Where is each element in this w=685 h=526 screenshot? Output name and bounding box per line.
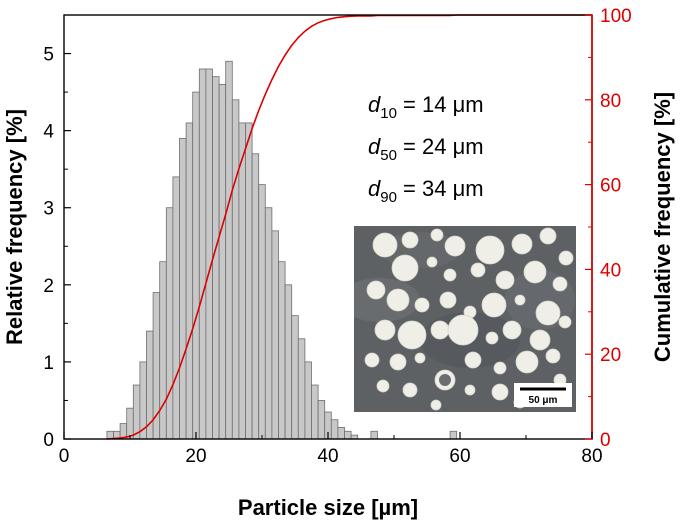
histogram-bar	[205, 68, 213, 440]
size-annotation: d90 = 34 μm	[368, 176, 484, 206]
right-y-tick-label: 100	[600, 6, 632, 27]
histogram-bar	[278, 261, 286, 440]
left-y-tick-label: 5	[43, 45, 54, 66]
histogram-bar	[264, 207, 273, 440]
x-tick-label: 20	[185, 446, 206, 467]
left-y-tick-label: 2	[43, 276, 54, 297]
histogram-bar	[370, 430, 378, 440]
histogram-bar	[449, 430, 458, 440]
size-annotation: d50 = 24 μm	[368, 134, 484, 164]
x-tick-label: 60	[449, 446, 470, 467]
x-tick-label: 80	[581, 446, 602, 467]
right-y-tick-label: 60	[600, 176, 621, 197]
histogram-bars	[106, 60, 458, 440]
left-y-tick-label: 1	[43, 353, 54, 374]
histogram-bar	[126, 407, 134, 440]
histogram-bar	[251, 153, 260, 440]
histogram-bar	[159, 261, 167, 440]
histogram-bar	[311, 384, 319, 440]
histogram-bar	[179, 137, 187, 440]
right-y-tick-label: 0	[600, 430, 611, 451]
histogram-bar	[132, 384, 141, 440]
histogram-bar	[330, 419, 339, 440]
scalebar-label: 50 μm	[529, 395, 558, 406]
left-y-tick-label: 0	[43, 430, 54, 451]
x-axis-title: Particle size [µm]	[238, 495, 418, 520]
histogram-bar	[344, 430, 352, 440]
x-tick-label: 40	[317, 446, 338, 467]
histogram-bar	[238, 122, 246, 440]
histogram-bar	[165, 207, 174, 440]
right-y-tick-label: 80	[600, 91, 621, 112]
histogram-bar	[271, 230, 279, 440]
size-annotation: d10 = 14 μm	[368, 92, 484, 122]
left-y-tick-label: 4	[43, 122, 54, 143]
right-y-tick-label: 40	[600, 260, 621, 281]
histogram-bar	[192, 91, 200, 440]
histogram-bar	[284, 284, 293, 440]
histogram-bar	[152, 292, 161, 440]
histogram-bar	[231, 99, 240, 440]
left-y-axis-title: Relative frequency [%]	[2, 109, 27, 345]
x-axis-ticks: 0 20 40 60 80	[59, 432, 603, 467]
histogram-bar	[291, 315, 299, 440]
histogram-bar	[317, 400, 326, 440]
histogram-bar	[185, 122, 194, 440]
size-annotations: d10 = 14 μm d50 = 24 μm d90 = 34 μm	[368, 92, 484, 206]
left-y-axis-ticks: 0 1 2 3 4 5	[43, 45, 71, 451]
histogram-bar	[245, 122, 253, 440]
histogram-bar	[304, 361, 312, 440]
histogram-bar	[337, 427, 345, 440]
histogram-bar	[225, 60, 233, 440]
right-y-axis-title: Cumulative frequency [%]	[650, 92, 675, 362]
micrograph-inset: 50 μm	[354, 226, 576, 412]
x-tick-label: 0	[59, 446, 70, 467]
right-y-axis-ticks: 0 20 40 60 80 100	[585, 6, 632, 451]
right-y-tick-label: 20	[600, 345, 621, 366]
histogram-bar	[258, 184, 266, 440]
histogram-bar	[297, 338, 306, 440]
histogram-bar	[218, 83, 227, 440]
left-y-tick-label: 3	[43, 199, 54, 220]
histogram-bar	[198, 68, 207, 440]
scalebar-box	[514, 383, 572, 407]
histogram-bar	[172, 176, 180, 440]
